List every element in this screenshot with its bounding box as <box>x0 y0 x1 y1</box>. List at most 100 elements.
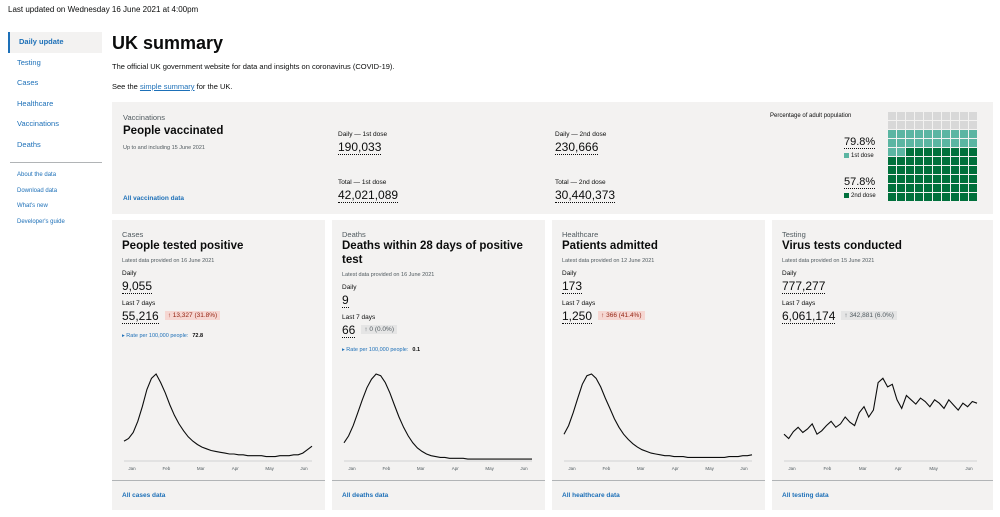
waffle-cell <box>933 139 941 147</box>
all-deaths-data-link[interactable]: All deaths data <box>342 492 389 499</box>
daily-value[interactable]: 9 <box>342 293 349 308</box>
waffle-cell <box>969 175 977 183</box>
waffle-cell <box>942 193 950 201</box>
waffle-cell <box>951 130 959 138</box>
x-tick-label: May <box>265 466 274 471</box>
total-second-dose: Total — 2nd dose 30,440,373 <box>555 179 616 204</box>
x-tick-label: Apr <box>232 466 240 471</box>
first-dose-swatch <box>844 153 849 158</box>
all-healthcare-data-link[interactable]: All healthcare data <box>562 492 620 499</box>
week-value[interactable]: 66 <box>342 323 356 338</box>
x-tick-label: Jun <box>965 466 973 471</box>
waffle-cell <box>933 121 941 129</box>
waffle-cell <box>906 121 914 129</box>
nav-testing[interactable]: Testing <box>17 57 41 67</box>
daily-first-label: Daily — 1st dose <box>338 131 388 138</box>
cases-card: Cases People tested positive Latest data… <box>112 220 325 510</box>
see-suffix: for the UK. <box>194 82 233 91</box>
waffle-cell <box>888 121 896 129</box>
waffle-cell <box>960 130 968 138</box>
x-tick-label: May <box>705 466 714 471</box>
waffle-cell <box>906 148 914 156</box>
nav-developers-guide[interactable]: Developer's guide <box>17 218 65 225</box>
vaccinations-title: People vaccinated <box>123 125 224 137</box>
waffle-cell <box>933 112 941 120</box>
nav-whats-new[interactable]: What's new <box>17 203 48 209</box>
nav-healthcare[interactable]: Healthcare <box>17 98 54 108</box>
all-testing-data-link[interactable]: All testing data <box>782 492 829 499</box>
card-category: Healthcare <box>562 230 599 239</box>
see-prefix: See the <box>112 82 140 91</box>
first-pct-value[interactable]: 79.8% <box>844 136 876 149</box>
nav-cases[interactable]: Cases <box>17 78 39 87</box>
x-tick-label: Mar <box>417 466 425 471</box>
waffle-cell <box>942 130 950 138</box>
waffle-cell <box>915 112 923 120</box>
all-cases-data-link[interactable]: All cases data <box>122 492 166 499</box>
waffle-cell <box>888 166 896 174</box>
rate-toggle[interactable]: ▸ Rate per 100,000 people: 0.1 <box>342 347 421 353</box>
waffle-cell <box>924 139 932 147</box>
simple-summary-link[interactable]: simple summary <box>139 82 195 91</box>
waffle-cell <box>915 184 923 192</box>
waffle-cell <box>960 148 968 156</box>
waffle-cell <box>951 121 959 129</box>
first-legend-label: 1st dose <box>851 153 874 160</box>
waffle-cell <box>915 166 923 174</box>
week-value[interactable]: 6,061,174 <box>782 309 836 324</box>
card-category: Cases <box>122 230 144 239</box>
total-second-value[interactable]: 30,440,373 <box>555 188 616 203</box>
waffle-cell <box>951 139 959 147</box>
waffle-cell <box>915 148 923 156</box>
week-label: Last 7 days <box>562 300 596 307</box>
testing-card: Testing Virus tests conducted Latest dat… <box>772 220 993 510</box>
vaccinations-category: Vaccinations <box>123 113 165 122</box>
vaccinations-card: Vaccinations People vaccinated Up to and… <box>112 102 993 214</box>
card-subtitle: Latest data provided on 16 June 2021 <box>342 272 435 278</box>
week-label: Last 7 days <box>342 314 376 321</box>
waffle-cell <box>924 157 932 165</box>
last-updated: Last updated on Wednesday 16 June 2021 a… <box>8 5 199 14</box>
waffle-cell <box>969 121 977 129</box>
week-value[interactable]: 1,250 <box>562 309 593 324</box>
nav-download-data[interactable]: Download data <box>17 187 58 194</box>
waffle-cell <box>933 193 941 201</box>
x-tick-label: Mar <box>637 466 645 471</box>
percentage-label: Percentage of adult population <box>770 113 852 119</box>
waffle-cell <box>924 166 932 174</box>
rate-toggle[interactable]: ▸ Rate per 100,000 people: 72.8 <box>122 333 204 339</box>
waffle-cell <box>951 112 959 120</box>
waffle-cell <box>933 130 941 138</box>
total-first-value[interactable]: 42,021,089 <box>338 188 399 203</box>
nav-divider <box>10 162 102 163</box>
waffle-cell <box>924 184 932 192</box>
waffle-cell <box>897 130 905 138</box>
daily-second-value[interactable]: 230,666 <box>555 140 599 155</box>
daily-value[interactable]: 173 <box>562 279 583 294</box>
second-pct-value[interactable]: 57.8% <box>844 176 876 189</box>
all-vaccination-data-link[interactable]: All vaccination data <box>123 195 185 202</box>
nav-daily-update[interactable]: Daily update <box>8 32 102 53</box>
first-dose-percentage: 79.8% 1st dose <box>844 132 876 160</box>
week-value[interactable]: 55,216 <box>122 309 159 324</box>
x-tick-label: Feb <box>824 466 832 471</box>
nav-vaccinations[interactable]: Vaccinations <box>17 119 59 128</box>
waffle-cell <box>897 175 905 183</box>
nav-about-data[interactable]: About the data <box>17 172 57 178</box>
waffle-cell <box>960 175 968 183</box>
waffle-cell <box>960 112 968 120</box>
waffle-cell <box>951 184 959 192</box>
daily-value[interactable]: 9,055 <box>122 279 153 294</box>
nav-deaths[interactable]: Deaths <box>17 139 41 149</box>
week-label: Last 7 days <box>122 300 156 307</box>
card-subtitle: Latest data provided on 16 June 2021 <box>122 258 215 264</box>
chart-series-line <box>343 373 532 460</box>
waffle-cell <box>906 157 914 165</box>
daily-label: Daily <box>122 270 137 277</box>
second-dose-swatch <box>844 193 849 198</box>
daily-second-label: Daily — 2nd dose <box>555 131 607 138</box>
daily-first-value[interactable]: 190,033 <box>338 140 382 155</box>
daily-value[interactable]: 777,277 <box>782 279 826 294</box>
daily-second-dose: Daily — 2nd dose 230,666 <box>555 131 606 156</box>
second-legend-label: 2nd dose <box>851 193 876 200</box>
